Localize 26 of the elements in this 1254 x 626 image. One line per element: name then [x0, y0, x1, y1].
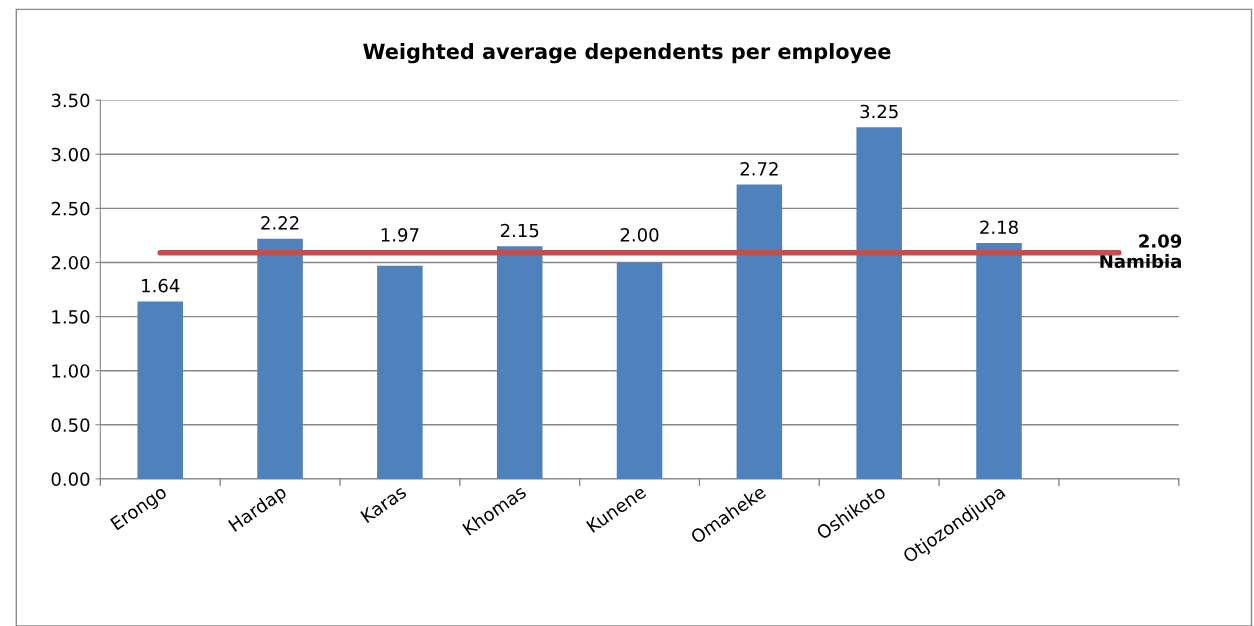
y-tick-label: 1.00 — [52, 364, 90, 378]
data-label: 1.97 — [381, 228, 419, 242]
y-tick-label: 0.50 — [51, 418, 90, 432]
y-tick-label: 3.50 — [51, 93, 90, 108]
y-tick-label: 2.50 — [51, 201, 90, 216]
chart-title: Weighted average dependents per employee — [363, 43, 891, 64]
bar — [496, 246, 543, 479]
bar — [377, 265, 423, 479]
ref-line-label: 2.09 Namibia — [1100, 234, 1182, 269]
bar — [257, 238, 303, 479]
data-label: 2.72 — [740, 162, 778, 176]
data-label: 2.15 — [500, 223, 539, 238]
data-label: 2.18 — [980, 220, 1018, 235]
bar — [137, 301, 183, 479]
bar — [616, 262, 663, 479]
y-tick-label: 1.50 — [52, 310, 90, 324]
y-tick-label: 2.00 — [51, 255, 90, 270]
bar — [856, 127, 902, 479]
data-label: 1.64 — [142, 278, 180, 293]
bar — [736, 184, 783, 479]
y-tick-label: 3.00 — [51, 147, 90, 162]
data-label: 2.22 — [261, 216, 299, 230]
y-tick-label: 0.00 — [51, 472, 90, 487]
data-label: 2.00 — [620, 228, 659, 242]
bar — [976, 243, 1022, 479]
data-label: 3.25 — [860, 104, 898, 119]
